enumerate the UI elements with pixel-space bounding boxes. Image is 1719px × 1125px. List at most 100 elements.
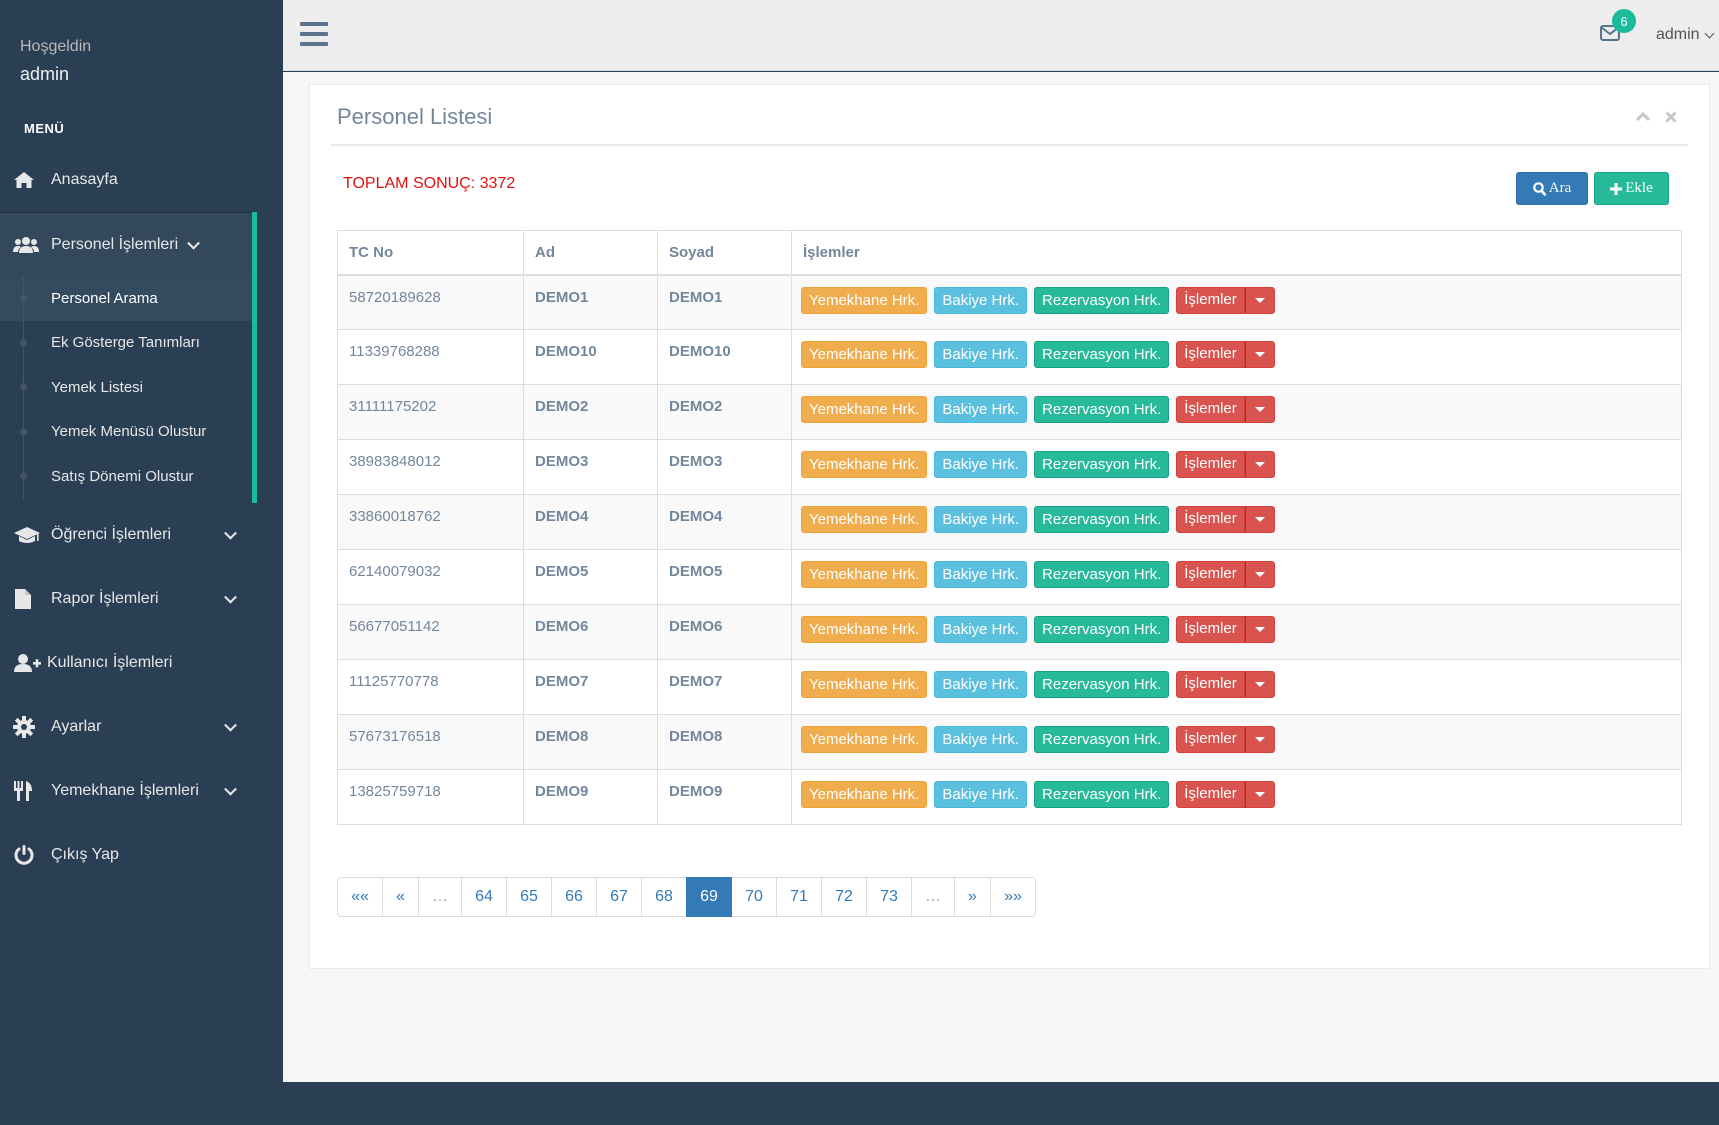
search-button[interactable]: Ara: [1516, 172, 1588, 205]
meal-transactions-button[interactable]: Yemekhane Hrk.: [801, 671, 928, 698]
meal-transactions-button[interactable]: Yemekhane Hrk.: [801, 781, 928, 808]
operations-dropdown[interactable]: İşlemler: [1176, 781, 1275, 808]
operations-dropdown[interactable]: İşlemler: [1176, 671, 1275, 698]
operations-button[interactable]: İşlemler: [1176, 396, 1245, 423]
add-button[interactable]: Ekle: [1594, 172, 1669, 205]
pagination-prev[interactable]: «: [382, 877, 419, 917]
balance-transactions-button[interactable]: Bakiye Hrk.: [934, 726, 1028, 753]
balance-transactions-button[interactable]: Bakiye Hrk.: [934, 506, 1028, 533]
operations-dropdown[interactable]: İşlemler: [1176, 451, 1275, 478]
pagination-last[interactable]: »»: [990, 877, 1036, 917]
reservation-transactions-button[interactable]: Rezervasyon Hrk.: [1034, 726, 1170, 753]
reservation-transactions-button[interactable]: Rezervasyon Hrk.: [1034, 781, 1170, 808]
user-dropdown[interactable]: admin: [1656, 26, 1715, 44]
sidebar-item-yemekhane[interactable]: Yemekhane İşlemleri: [0, 759, 283, 823]
sidebar-item-cikis[interactable]: Çıkış Yap: [0, 823, 283, 887]
operations-button[interactable]: İşlemler: [1176, 671, 1245, 698]
balance-transactions-button[interactable]: Bakiye Hrk.: [934, 451, 1028, 478]
reservation-transactions-button[interactable]: Rezervasyon Hrk.: [1034, 396, 1170, 423]
balance-transactions-button[interactable]: Bakiye Hrk.: [934, 286, 1028, 314]
sidebar-item-kullanici[interactable]: Kullanıcı İşlemleri: [0, 631, 283, 695]
pagination-page[interactable]: 70: [731, 877, 777, 917]
sidebar-subitem-personel-arama[interactable]: Personel Arama: [0, 276, 252, 321]
sidebar-subitem-ek-gosterge[interactable]: Ek Gösterge Tanımları: [0, 320, 252, 366]
collapse-icon[interactable]: [1635, 109, 1651, 125]
pagination-page[interactable]: 67: [596, 877, 642, 917]
reservation-transactions-button[interactable]: Rezervasyon Hrk.: [1034, 286, 1170, 314]
pagination-page[interactable]: 72: [821, 877, 867, 917]
sidebar-item-rapor[interactable]: Rapor İşlemleri: [0, 567, 283, 631]
sidebar-item-anasayfa[interactable]: Anasayfa: [0, 148, 283, 212]
operations-dropdown[interactable]: İşlemler: [1176, 506, 1275, 533]
caret-down-icon[interactable]: [1244, 726, 1275, 753]
operations-dropdown[interactable]: İşlemler: [1176, 286, 1275, 314]
reservation-transactions-button[interactable]: Rezervasyon Hrk.: [1034, 341, 1170, 368]
pagination-page[interactable]: 71: [776, 877, 822, 917]
operations-dropdown[interactable]: İşlemler: [1176, 726, 1275, 753]
pagination-page[interactable]: 64: [461, 877, 507, 917]
sidebar-item-ogrenci[interactable]: Öğrenci İşlemleri: [0, 503, 283, 567]
reservation-transactions-button[interactable]: Rezervasyon Hrk.: [1034, 671, 1170, 698]
sidebar-item-personel[interactable]: Personel İşlemleri: [0, 212, 252, 276]
balance-transactions-button[interactable]: Bakiye Hrk.: [934, 396, 1028, 423]
balance-transactions-button[interactable]: Bakiye Hrk.: [934, 341, 1028, 368]
meal-transactions-button[interactable]: Yemekhane Hrk.: [801, 506, 928, 533]
operations-dropdown[interactable]: İşlemler: [1176, 616, 1275, 643]
reservation-transactions-button[interactable]: Rezervasyon Hrk.: [1034, 616, 1170, 643]
sidebar-subitem-yemek-listesi[interactable]: Yemek Listesi: [0, 365, 252, 410]
operations-button[interactable]: İşlemler: [1176, 506, 1245, 533]
balance-transactions-button[interactable]: Bakiye Hrk.: [934, 781, 1028, 808]
pagination-page[interactable]: 68: [641, 877, 687, 917]
balance-transactions-button[interactable]: Bakiye Hrk.: [934, 671, 1028, 698]
table-row: 33860018762 DEMO4 DEMO4 Yemekhane Hrk. Bakiy…: [337, 494, 1682, 550]
balance-transactions-button[interactable]: Bakiye Hrk.: [934, 561, 1028, 588]
column-header-soyad[interactable]: Soyad: [657, 230, 792, 276]
caret-down-icon[interactable]: [1244, 341, 1275, 368]
caret-down-icon[interactable]: [1244, 561, 1275, 588]
meal-transactions-button[interactable]: Yemekhane Hrk.: [801, 561, 928, 588]
pagination-page[interactable]: 73: [866, 877, 912, 917]
meal-transactions-button[interactable]: Yemekhane Hrk.: [801, 341, 928, 368]
pagination-page[interactable]: 66: [551, 877, 597, 917]
operations-button[interactable]: İşlemler: [1176, 781, 1245, 808]
caret-down-icon[interactable]: [1244, 286, 1275, 314]
sidebar-subitem-yemek-menusu[interactable]: Yemek Menüsü Olustur: [0, 409, 252, 455]
operations-dropdown[interactable]: İşlemler: [1176, 396, 1275, 423]
operations-dropdown[interactable]: İşlemler: [1176, 561, 1275, 588]
meal-transactions-button[interactable]: Yemekhane Hrk.: [801, 396, 928, 423]
pagination-first[interactable]: ««: [337, 877, 383, 917]
operations-dropdown[interactable]: İşlemler: [1176, 341, 1275, 368]
operations-button[interactable]: İşlemler: [1176, 616, 1245, 643]
sidebar-item-ayarlar[interactable]: Ayarlar: [0, 695, 283, 759]
pagination-page[interactable]: 69: [686, 877, 732, 917]
menu-toggle-icon[interactable]: [300, 22, 328, 46]
column-header-tc[interactable]: TC No: [337, 230, 524, 276]
sidebar-nav: Anasayfa Personel İşlemleri Personel Ara…: [0, 148, 283, 887]
meal-transactions-button[interactable]: Yemekhane Hrk.: [801, 451, 928, 478]
pagination-next[interactable]: »: [954, 877, 991, 917]
caret-down-icon[interactable]: [1244, 506, 1275, 533]
caret-down-icon[interactable]: [1244, 781, 1275, 808]
operations-button[interactable]: İşlemler: [1176, 451, 1245, 478]
reservation-transactions-button[interactable]: Rezervasyon Hrk.: [1034, 561, 1170, 588]
caret-down-icon[interactable]: [1244, 616, 1275, 643]
reservation-transactions-button[interactable]: Rezervasyon Hrk.: [1034, 451, 1170, 478]
reservation-transactions-button[interactable]: Rezervasyon Hrk.: [1034, 506, 1170, 533]
power-icon: [13, 843, 43, 867]
operations-button[interactable]: İşlemler: [1176, 726, 1245, 753]
cell-ad: DEMO3: [523, 439, 658, 495]
meal-transactions-button[interactable]: Yemekhane Hrk.: [801, 286, 928, 314]
caret-down-icon[interactable]: [1244, 451, 1275, 478]
column-header-ad[interactable]: Ad: [523, 230, 658, 276]
pagination-page[interactable]: 65: [506, 877, 552, 917]
sidebar-subitem-satis-donemi[interactable]: Satış Dönemi Olustur: [0, 454, 252, 499]
operations-button[interactable]: İşlemler: [1176, 561, 1245, 588]
balance-transactions-button[interactable]: Bakiye Hrk.: [934, 616, 1028, 643]
caret-down-icon[interactable]: [1244, 671, 1275, 698]
meal-transactions-button[interactable]: Yemekhane Hrk.: [801, 726, 928, 753]
operations-button[interactable]: İşlemler: [1176, 286, 1245, 314]
meal-transactions-button[interactable]: Yemekhane Hrk.: [801, 616, 928, 643]
caret-down-icon[interactable]: [1244, 396, 1275, 423]
operations-button[interactable]: İşlemler: [1176, 341, 1245, 368]
close-icon[interactable]: [1663, 109, 1679, 125]
